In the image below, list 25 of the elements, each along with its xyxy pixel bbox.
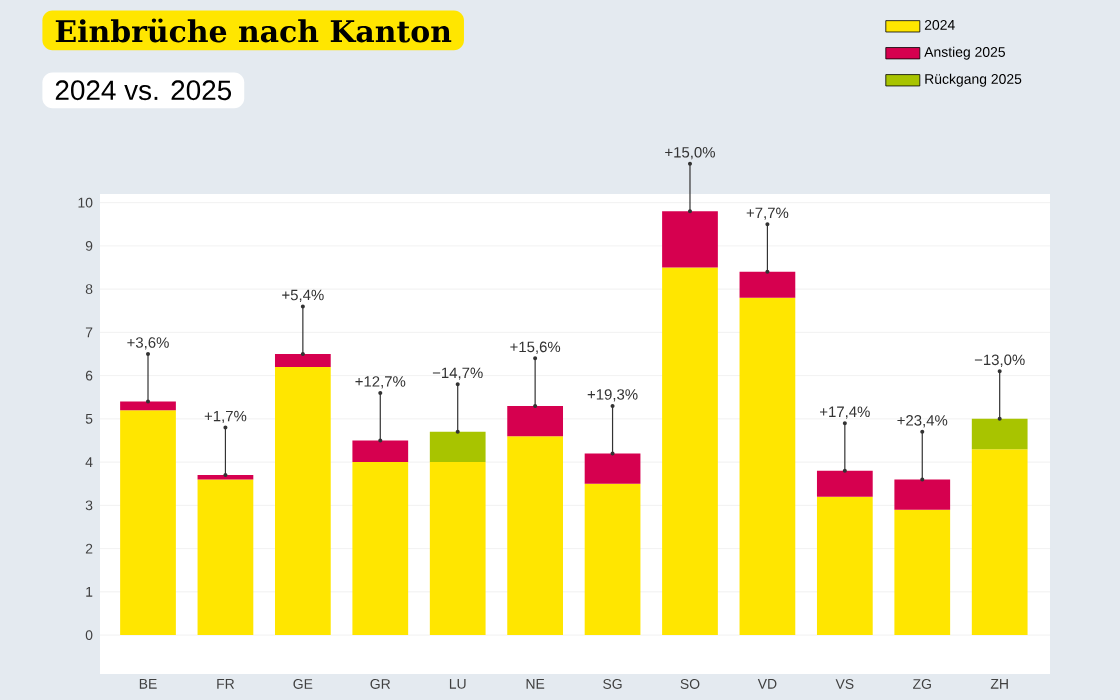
bar bbox=[739, 271, 796, 298]
bar bbox=[662, 211, 718, 268]
bar bbox=[197, 479, 254, 636]
chart-subtitle: 2024 vs. 2025 bbox=[55, 80, 232, 101]
bar bbox=[274, 366, 331, 636]
bar bbox=[584, 453, 641, 484]
bar bbox=[739, 297, 796, 636]
bar bbox=[120, 401, 176, 411]
bar bbox=[429, 462, 486, 636]
bar bbox=[662, 267, 718, 636]
chart-title: Einbrüche nach Kanton bbox=[55, 18, 452, 43]
bar bbox=[816, 470, 873, 497]
bar bbox=[507, 405, 564, 437]
bar bbox=[352, 440, 409, 463]
bar bbox=[507, 436, 564, 636]
bar bbox=[584, 483, 641, 636]
bar bbox=[120, 410, 176, 636]
bar bbox=[816, 496, 873, 636]
bar bbox=[971, 418, 1028, 450]
bar bbox=[274, 353, 331, 367]
bar bbox=[429, 431, 486, 463]
bar bbox=[971, 449, 1028, 636]
bar bbox=[894, 479, 951, 510]
bar bbox=[894, 509, 951, 636]
bar bbox=[352, 462, 409, 636]
